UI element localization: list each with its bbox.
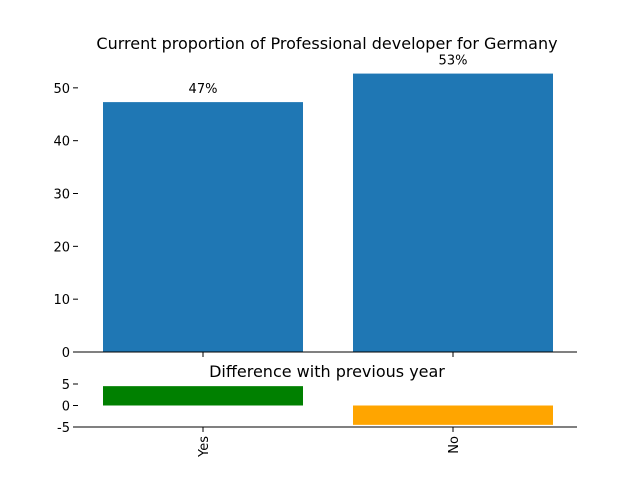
top-y-tick-label: 30: [53, 188, 70, 203]
bottom-y-ticks: -5 0 5: [57, 378, 78, 436]
top-y-tick-label: 20: [53, 240, 70, 255]
bottom-y-tick-label: -5: [57, 421, 70, 436]
top-bar-no: [353, 73, 553, 353]
top-chart: Current proportion of Professional devel…: [53, 34, 577, 361]
top-y-tick-label: 40: [53, 135, 70, 150]
top-y-tick-label: 10: [53, 293, 70, 308]
top-y-tick-label: 50: [53, 82, 70, 97]
top-y-ticks: 0 10 20 30 40 50: [53, 82, 78, 361]
bottom-x-ticks: Yes No: [197, 427, 462, 458]
top-data-label-no: 53%: [439, 54, 468, 69]
top-y-tick-label: 0: [62, 346, 70, 361]
bottom-y-tick-label: 0: [62, 400, 70, 415]
top-bars: [103, 73, 553, 353]
top-bar-yes: [103, 102, 303, 352]
x-tick-label-no: No: [447, 436, 462, 454]
top-data-labels: 47% 53%: [189, 54, 468, 98]
bottom-y-tick-label: 5: [62, 378, 70, 393]
bottom-chart: Difference with previous year -5 0 5 Yes No: [57, 362, 577, 458]
bottom-bar-no: [353, 405, 553, 425]
bottom-chart-title: Difference with previous year: [209, 362, 445, 381]
x-tick-label-yes: Yes: [197, 436, 212, 458]
bottom-bars: [103, 386, 553, 425]
bottom-bar-yes: [103, 386, 303, 406]
top-data-label-yes: 47%: [189, 82, 218, 97]
top-x-ticks: [202, 352, 454, 357]
top-chart-title: Current proportion of Professional devel…: [96, 34, 557, 53]
